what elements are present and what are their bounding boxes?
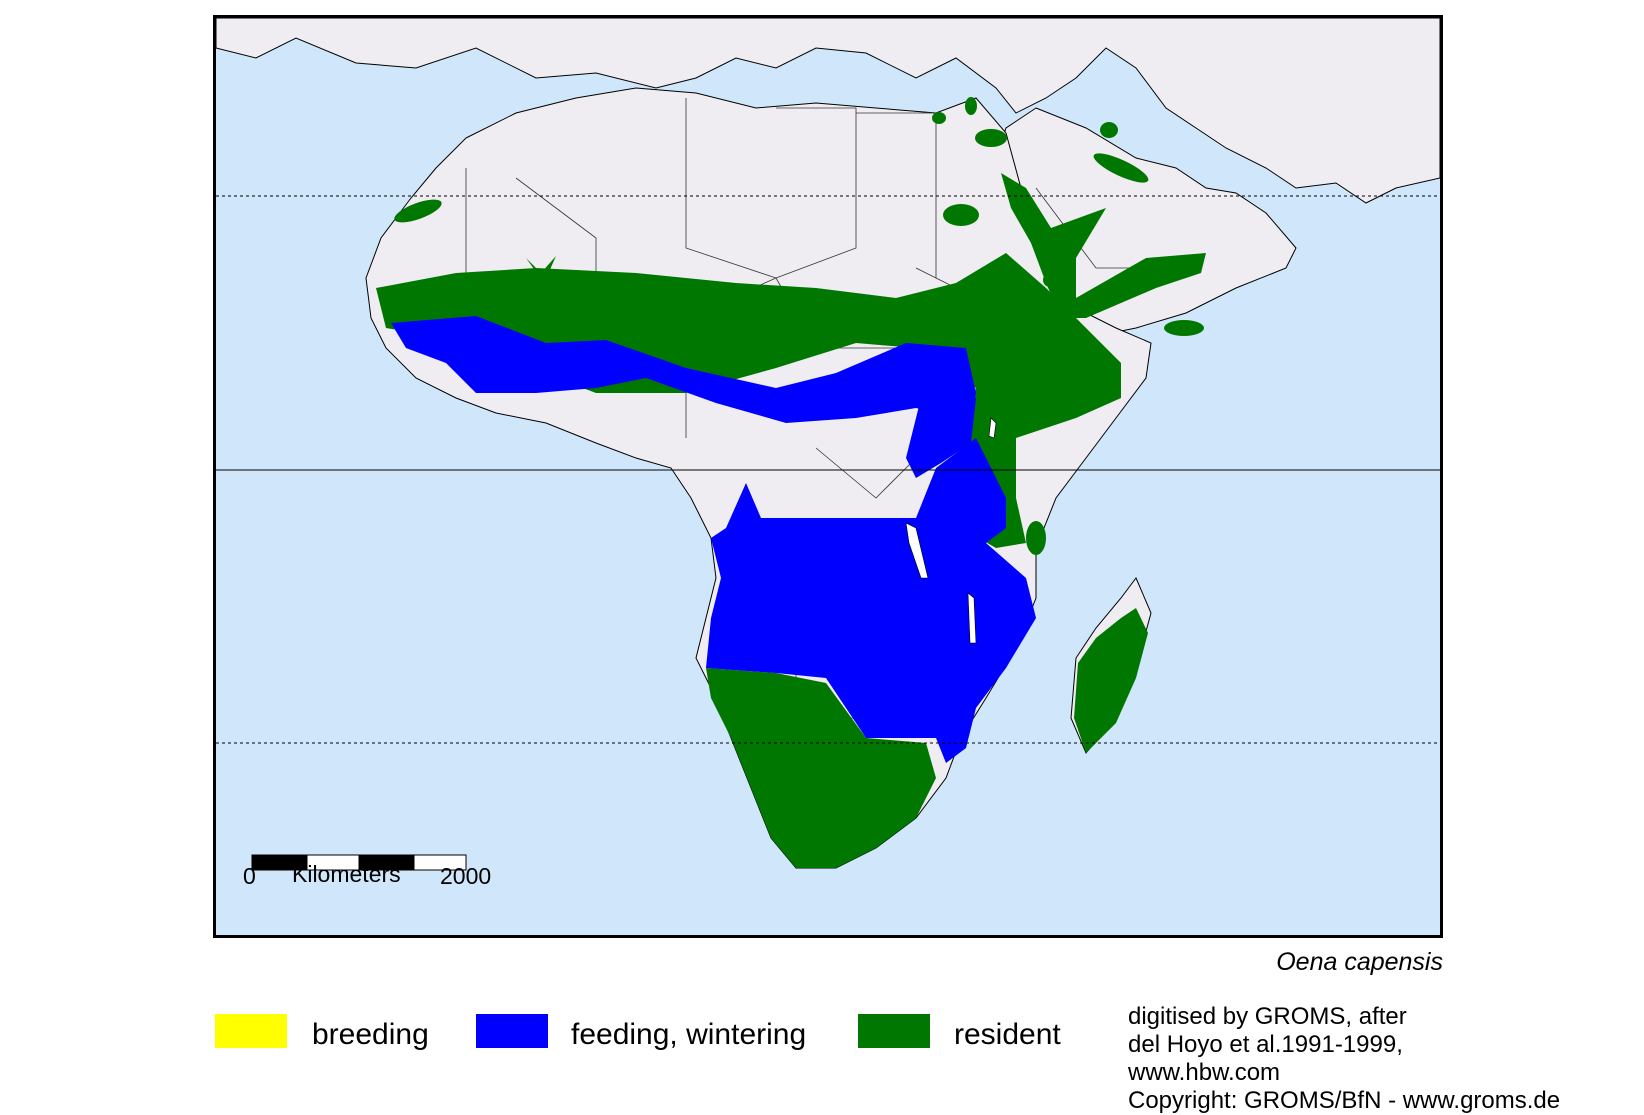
feeding-range-layer: [391, 316, 1036, 763]
legend-swatch-resident: [858, 1014, 930, 1048]
legend-label-resident: resident: [954, 1018, 1061, 1051]
feeding-central-south: [706, 438, 1036, 763]
species-name: Oena capensis: [1276, 948, 1443, 976]
resident-range-layer: [376, 97, 1206, 868]
legend-label-breeding: breeding: [312, 1018, 429, 1051]
credits-line: Copyright: GROMS/BfN - www.groms.de: [1128, 1087, 1561, 1114]
credits-line: digitised by GROMS, after: [1128, 1003, 1407, 1030]
feeding-rift-strip: [906, 388, 976, 478]
resident-sahel-band: [376, 253, 1121, 528]
scale-bar: [251, 854, 467, 871]
legend-swatch-breeding: [215, 1014, 287, 1048]
lakes-layer: [905, 417, 997, 644]
scale-bar-end: 2000: [440, 863, 492, 889]
credits-block: digitised by GROMS, after del Hoyo et al…: [1128, 1003, 1560, 1115]
map-canvas: [216, 18, 1440, 871]
feeding-west-band: [391, 316, 976, 433]
resident-madagascar: [1074, 608, 1148, 753]
credits-line: www.hbw.com: [1128, 1059, 1281, 1086]
legend-swatch-feeding: [476, 1014, 548, 1048]
legend-label-feeding: feeding, wintering: [571, 1018, 807, 1051]
resident-southern-africa: [706, 668, 936, 868]
europe-asia-landmass: [216, 18, 1440, 204]
credits-line: del Hoyo et al.1991-1999,: [1128, 1031, 1403, 1058]
scale-bar-start: 0: [243, 863, 256, 889]
scale-bar-unit: Kilometers: [292, 861, 401, 887]
range-map: [213, 15, 1443, 938]
